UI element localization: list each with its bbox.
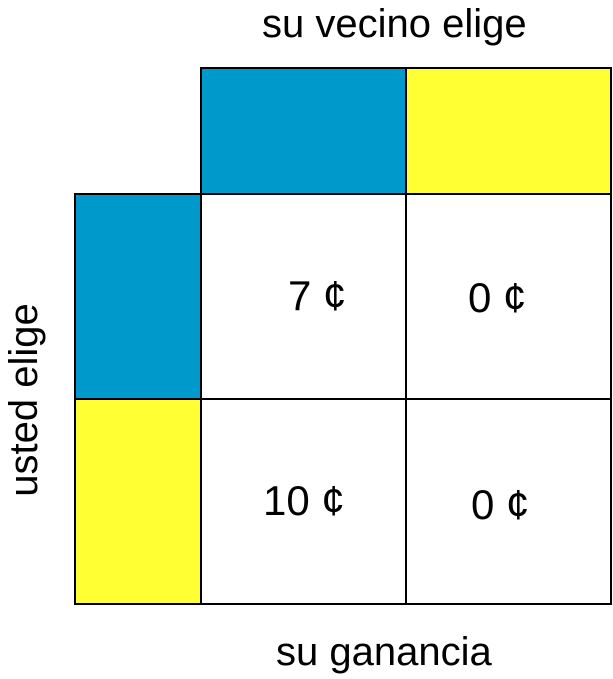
you-choose-label: usted elige xyxy=(2,303,46,497)
your-choice-blue-swatch xyxy=(74,193,202,400)
payoff-value: 0 ¢ xyxy=(468,274,527,321)
payoff-value: 10 ¢ xyxy=(263,477,345,524)
payoff-cell-blue-yellow: 0 ¢ xyxy=(405,193,612,400)
payoff-cell-blue-blue: 7 ¢ xyxy=(200,193,407,400)
payoff-value: 7 ¢ xyxy=(288,272,347,319)
your-payoff-label: su ganancia xyxy=(276,630,492,674)
payoff-cell-yellow-yellow: 0 ¢ xyxy=(405,398,612,605)
neighbor-choice-blue-swatch xyxy=(200,67,407,195)
payoff-value: 0 ¢ xyxy=(471,481,530,528)
your-choice-yellow-swatch xyxy=(74,398,202,605)
neighbor-choice-yellow-swatch xyxy=(405,67,612,195)
neighbor-chooses-label: su vecino elige xyxy=(262,2,527,46)
payoff-cell-yellow-blue: 10 ¢ xyxy=(200,398,407,605)
